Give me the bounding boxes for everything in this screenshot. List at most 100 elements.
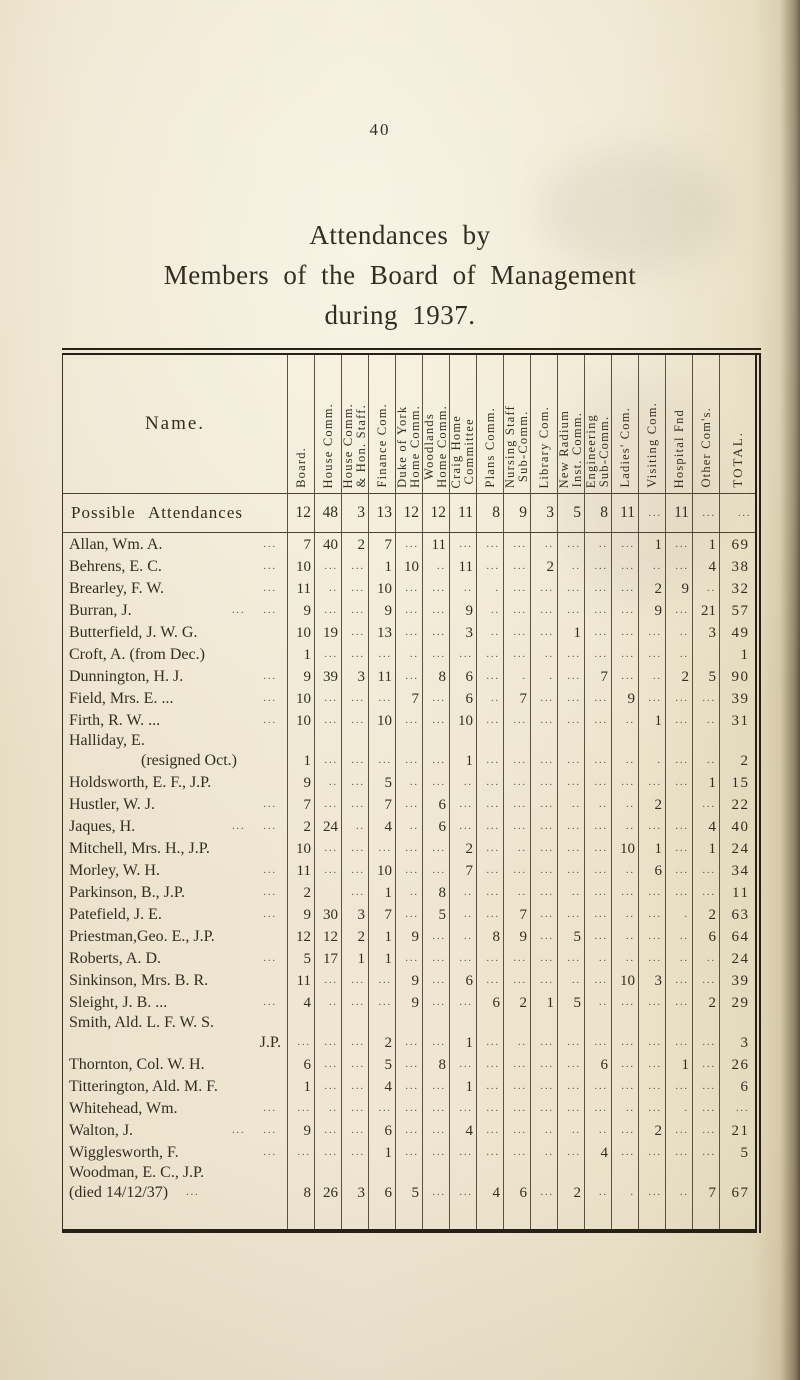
attendance-cell: ... [557, 771, 585, 793]
table-row: Brearley, F. W.... 11..... 10.............… [63, 577, 758, 599]
empty-cell-dots: ... [675, 561, 689, 572]
attendance-cell: 1 [287, 731, 315, 771]
empty-cell-dots: .. [464, 909, 473, 920]
column-header-label: Library Com. [536, 405, 551, 488]
column-header: Visiting Com. [638, 351, 666, 494]
attendance-cell: ... [449, 1163, 477, 1203]
empty-cell-dots: ... [594, 777, 608, 788]
attendance-cell: ... [665, 969, 693, 991]
table-row: Burran, J.... ... 9...... 9...... 9........… [63, 599, 758, 621]
attendance-cell: ... [503, 532, 531, 555]
attendance-cell: .. [611, 925, 639, 947]
attendance-cell: .. [530, 532, 558, 555]
member-name-line2: J.P. [63, 1033, 287, 1053]
table-row: Jaques, H.... ... 2 24.. 4.. 6..............… [63, 815, 758, 837]
empty-cell-dots: ... [621, 1081, 635, 1092]
attendance-cell: ... [611, 577, 639, 599]
attendance-table: Name. Board. House Comm. House Comm. & Hon… [62, 348, 761, 1233]
attendance-cell: ... [503, 947, 531, 969]
table-row: Thornton, Col. W. H. 6...... 5... 8........… [63, 1053, 758, 1075]
attendance-cell: 11 [287, 577, 315, 599]
empty-cell-dots: . [684, 909, 689, 920]
attendance-cell: ... [476, 969, 504, 991]
empty-cell-dots: ... [594, 865, 608, 876]
possible-attendance-cell: 11 [611, 493, 639, 533]
empty-cell-dots: ... [702, 1081, 716, 1092]
empty-cell-dots: .. [518, 1037, 527, 1048]
attendance-cell: ... [530, 793, 558, 815]
empty-cell-dots: .. [545, 1125, 554, 1136]
attendance-cell: 10 [368, 859, 396, 881]
empty-cell-dots: ... [702, 1103, 716, 1114]
attendance-cell: ... [557, 532, 585, 555]
attendance-cell: ... [638, 947, 666, 969]
empty-cell-dots: ... [378, 997, 392, 1008]
attendance-cell: .. [584, 532, 612, 555]
attendance-cell: ... [530, 599, 558, 621]
member-name: Butterfield, J. W. G. [69, 624, 198, 641]
attendance-cell: 1 [449, 1075, 477, 1097]
attendance-cell: ... [395, 577, 423, 599]
empty-cell-dots: ... [459, 1187, 473, 1198]
empty-cell-dots: ... [486, 1037, 500, 1048]
total-cell: 34 [719, 859, 758, 881]
empty-cell-dots: ... [675, 715, 689, 726]
attendance-cell: .. [476, 687, 504, 709]
table-row: Wigglesworth, F............. 1...........… [63, 1141, 758, 1163]
attendance-cell: ... [665, 599, 693, 621]
table-row: Priestman,Geo. E., J.P. 12 12 2 1 9..... 8 9...… [63, 925, 758, 947]
attendance-cell: ... [503, 731, 531, 771]
empty-cell-dots: ... [648, 649, 662, 660]
attendance-cell: 7 [368, 793, 396, 815]
empty-cell-dots: ... [405, 865, 419, 876]
empty-cell-dots: ... [540, 975, 554, 986]
table-row: Whitehead, Wm...........................… [63, 1097, 758, 1119]
attendance-cell: ... [503, 1141, 531, 1163]
attendance-cell: 11 [287, 859, 315, 881]
empty-cell-dots: ... [567, 649, 581, 660]
attendance-cell: ... [557, 731, 585, 771]
member-name-line: Woodman, E. C., J.P. [63, 1163, 287, 1183]
attendance-cell: .. [395, 815, 423, 837]
empty-cell-dots: ... [459, 1059, 473, 1070]
empty-cell-dots: ... [324, 975, 338, 986]
spacer-cell [692, 1203, 720, 1231]
member-name: Jaques, H. [69, 818, 136, 835]
column-header: House Comm. [314, 351, 342, 494]
total-cell: 32 [719, 577, 758, 599]
total-cell: 11 [719, 881, 758, 903]
empty-cell-dots: ... [432, 1147, 446, 1158]
attendance-cell: ... [395, 665, 423, 687]
member-name-cell: Smith, Ald. L. F. W. S. J.P. [63, 1013, 288, 1053]
attendance-cell: .. [665, 925, 693, 947]
attendance-cell: ... [422, 1141, 450, 1163]
attendance-cell: ... [449, 643, 477, 665]
empty-cell-dots: ... [405, 1037, 419, 1048]
attendance-cell: ... [449, 947, 477, 969]
empty-cell-dots: ... [513, 1147, 527, 1158]
attendance-cell: 4 [287, 991, 315, 1013]
empty-cell-dots: ... [594, 975, 608, 986]
member-name: Sinkinson, Mrs. B. R. [69, 972, 209, 989]
attendance-cell: ... [611, 991, 639, 1013]
attendance-cell: ... [557, 599, 585, 621]
attendance-cell: 7 [368, 903, 396, 925]
attendance-cell: ... [557, 903, 585, 925]
attendance-cell: ... [665, 859, 693, 881]
attendance-cell: 8 [422, 665, 450, 687]
empty-cell-dots: .. [410, 887, 419, 898]
attendance-cell: ... [584, 881, 612, 903]
member-name-cell: Whitehead, Wm.... [63, 1097, 288, 1119]
total-cell: 29 [719, 991, 758, 1013]
attendance-cell: 4 [692, 555, 720, 577]
empty-cell-dots: ... [378, 975, 392, 986]
attendance-cell: 1 [368, 925, 396, 947]
attendance-cell: ... [368, 969, 396, 991]
attendance-cell: ... [530, 687, 558, 709]
empty-cell-dots: ... [405, 843, 419, 854]
attendance-cell: ... [476, 1013, 504, 1053]
column-header-label: New Radium Inst. Comm. [557, 409, 584, 488]
spacer-cell [368, 1203, 396, 1231]
attendance-cell: ... [611, 881, 639, 903]
possible-attendance-cell: 13 [368, 493, 396, 533]
